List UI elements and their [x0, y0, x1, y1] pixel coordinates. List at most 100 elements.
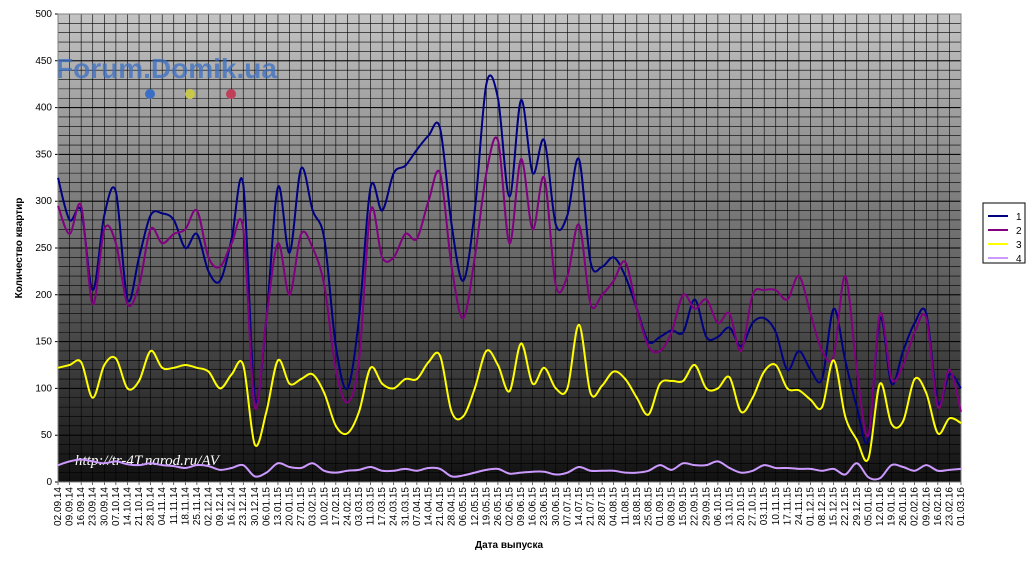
- x-tick-label: 03.11.15: [759, 487, 770, 526]
- x-tick-label: 28.04.15: [447, 487, 458, 526]
- x-tick-label: 30.09.14: [99, 487, 110, 526]
- x-tick-label: 21.04.15: [435, 487, 446, 526]
- x-tick-label: 29.09.15: [701, 487, 712, 526]
- x-tick-label: 17.03.15: [377, 487, 388, 526]
- x-tick-label: 25.08.15: [643, 487, 654, 526]
- x-tick-label: 06.01.15: [261, 487, 272, 526]
- x-tick-label: 01.03.16: [956, 487, 967, 526]
- x-tick-label: 14.07.15: [574, 487, 585, 526]
- x-tick-label: 16.09.14: [76, 487, 87, 526]
- y-tick-label: 400: [35, 103, 52, 114]
- x-tick-label: 16.12.14: [227, 487, 238, 526]
- x-tick-label: 26.05.15: [493, 487, 504, 526]
- x-tick-label: 01.09.15: [655, 487, 666, 526]
- x-tick-label: 12.05.15: [470, 487, 481, 526]
- x-tick-label: 27.01.15: [296, 487, 307, 526]
- x-tick-label: 05.01.16: [863, 487, 874, 526]
- x-tick-label: 31.03.15: [400, 487, 411, 526]
- logo-dot: [145, 89, 155, 99]
- y-axis-title: Количество квартир: [14, 198, 25, 299]
- x-tick-label: 03.02.15: [308, 487, 319, 526]
- x-tick-label: 06.10.15: [713, 487, 724, 526]
- x-tick-label: 09.12.14: [215, 487, 226, 526]
- x-tick-label: 11.11.14: [169, 487, 180, 525]
- x-tick-label: 02.12.14: [204, 487, 215, 526]
- x-tick-label: 20.01.15: [285, 487, 296, 526]
- x-tick-label: 20.10.15: [736, 487, 747, 526]
- x-tick-label: 19.05.15: [481, 487, 492, 526]
- x-tick-label: 24.03.15: [389, 487, 400, 526]
- y-tick-label: 0: [46, 477, 52, 488]
- x-tick-label: 19.01.16: [887, 487, 898, 526]
- x-tick-label: 17.02.15: [331, 487, 342, 526]
- y-tick-label: 300: [35, 196, 52, 207]
- y-tick-label: 150: [35, 337, 52, 348]
- x-tick-label: 23.02.16: [944, 487, 955, 526]
- x-tick-label: 16.02.16: [933, 487, 944, 526]
- x-tick-label: 22.09.15: [690, 487, 701, 526]
- x-tick-label: 14.10.14: [122, 487, 133, 526]
- y-tick-label: 200: [35, 290, 52, 301]
- x-tick-label: 28.07.15: [597, 487, 608, 526]
- x-tick-label: 27.10.15: [748, 487, 759, 526]
- logo-dot: [185, 89, 195, 99]
- x-tick-label: 08.09.15: [667, 487, 678, 526]
- x-tick-label: 02.06.15: [505, 487, 516, 526]
- legend: [982, 202, 1026, 264]
- x-tick-label: 15.12.15: [829, 487, 840, 526]
- x-tick-label: 26.01.16: [898, 487, 909, 526]
- x-tick-label: 21.10.14: [134, 487, 145, 526]
- x-tick-label: 24.02.15: [342, 487, 353, 526]
- x-tick-label: 28.10.14: [146, 487, 157, 526]
- x-tick-label: 09.02.16: [921, 487, 932, 526]
- x-tick-label: 14.04.15: [423, 487, 434, 526]
- series-line: [57, 136, 962, 438]
- x-tick-label: 11.08.15: [620, 487, 631, 526]
- x-tick-label: 18.08.15: [632, 487, 643, 526]
- series-line: [57, 74, 962, 445]
- y-tick-label: 100: [35, 383, 52, 394]
- y-tick-label: 50: [41, 430, 53, 441]
- x-tick-label: 16.06.15: [528, 487, 539, 526]
- x-tick-label: 09.06.15: [516, 487, 527, 526]
- x-tick-label: 04.11.14: [157, 487, 168, 526]
- x-tick-label: 07.10.14: [111, 487, 122, 526]
- series-line: [57, 458, 962, 481]
- x-tick-label: 23.06.15: [539, 487, 550, 526]
- x-tick-label: 23.12.14: [238, 487, 249, 526]
- x-tick-label: 02.09.14: [53, 487, 64, 526]
- x-tick-label: 10.02.15: [319, 487, 330, 526]
- x-tick-label: 07.07.15: [562, 487, 573, 526]
- watermark: http://tr-4T.narod.ru/AV: [75, 453, 221, 469]
- x-tick-label: 04.08.15: [609, 487, 620, 526]
- x-tick-label: 07.04.15: [412, 487, 423, 526]
- y-tick-label: 350: [35, 149, 52, 160]
- x-tick-label: 17.11.15: [782, 487, 793, 526]
- legend-label: 1: [1016, 212, 1022, 223]
- x-tick-label: 21.07.15: [586, 487, 597, 526]
- legend-label: 2: [1016, 226, 1022, 237]
- x-tick-label: 10.11.15: [771, 487, 782, 526]
- x-tick-label: 13.01.15: [273, 487, 284, 526]
- x-tick-label: 03.03.15: [354, 487, 365, 526]
- x-tick-label: 01.12.15: [806, 487, 817, 526]
- x-tick-label: 30.12.14: [250, 487, 261, 526]
- x-axis-title: Дата выпуска: [475, 540, 544, 551]
- y-tick-label: 500: [35, 9, 52, 20]
- x-tick-label: 08.12.15: [817, 487, 828, 526]
- x-tick-label: 15.09.15: [678, 487, 689, 526]
- x-tick-label: 12.01.16: [875, 487, 886, 526]
- watermark: Forum.Domik.ua: [56, 53, 277, 84]
- legend-label: 4: [1016, 254, 1022, 265]
- x-tick-label: 24.11.15: [794, 487, 805, 526]
- series-line: [57, 323, 962, 462]
- x-tick-label: 06.05.15: [458, 487, 469, 526]
- x-tick-label: 02.02.16: [910, 487, 921, 526]
- x-tick-label: 23.09.14: [88, 487, 99, 526]
- x-tick-label: 09.09.14: [65, 487, 76, 526]
- x-tick-label: 30.06.15: [551, 487, 562, 526]
- y-tick-label: 250: [35, 243, 52, 254]
- x-tick-label: 11.03.15: [366, 487, 377, 526]
